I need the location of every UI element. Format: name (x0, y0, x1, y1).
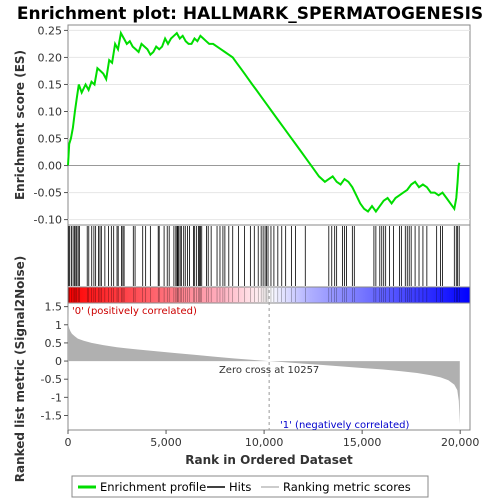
ranking-metric-area (68, 304, 460, 425)
es-panel-frame (67, 24, 471, 226)
chart-title: Enrichment plot: HALLMARK_SPERMATOGENESI… (17, 4, 483, 24)
es-y-tick-label: -0.05 (34, 187, 62, 200)
zero-cross-label: Zero cross at 10257 (219, 365, 319, 376)
metric-y-tick-label: -0.5 (41, 373, 62, 386)
rank-bar-hit-marks (68, 288, 460, 302)
es-y-tick-label: 0.10 (38, 105, 63, 118)
es-y-axis-label: Enrichment score (ES) (13, 50, 27, 200)
metric-y-tick-label: 1.5 (45, 301, 63, 314)
x-tick-label: 15,000 (343, 436, 382, 449)
legend-enrichment-label: Enrichment profile (100, 480, 206, 494)
legend-hits-label: Hits (229, 480, 251, 494)
es-y-tick-label: 0.20 (38, 51, 63, 64)
metric-y-tick-label: 0 (55, 355, 62, 368)
rank-color-bar (67, 286, 471, 304)
x-tick-label: 5,000 (150, 436, 182, 449)
hits-marks (68, 226, 460, 286)
metric-y-tick-label: -1 (51, 391, 62, 404)
es-y-tick-label: 0.00 (38, 160, 63, 173)
x-tick-label: 20,000 (441, 436, 480, 449)
legend-box (71, 475, 429, 498)
x-tick-label: 0 (65, 436, 72, 449)
metric-y-tick-label: 1 (55, 319, 62, 332)
x-ticks: 0 5,000 10,000 15,000 20,000 (65, 430, 480, 449)
es-y-tick-label: 0.05 (38, 133, 63, 146)
legend-metric-label: Ranking metric scores (283, 480, 411, 494)
metric-y-ticks: -1.5 -1 -0.5 0 0.5 1 1.5 (41, 301, 68, 422)
x-tick-label: 10,000 (245, 436, 284, 449)
metric-y-tick-label: -1.5 (41, 409, 62, 422)
hits-panel-frame (67, 224, 471, 288)
enrichment-profile-line (67, 30, 461, 214)
es-y-ticks: -0.10 -0.05 0.00 0.05 0.10 0.15 0.20 0.25 (34, 24, 68, 227)
es-y-tick-label: 0.25 (38, 24, 63, 37)
es-y-tick-label: -0.10 (34, 214, 62, 227)
es-y-tick-label: 0.15 (38, 78, 63, 91)
metric-y-tick-label: 0.5 (45, 337, 63, 350)
metric-y-axis-label: Ranked list metric (Signal2Noise) (13, 256, 27, 483)
positive-correlation-label: '0' (positively correlated) (72, 306, 197, 317)
x-axis-label: Rank in Ordered Dataset (185, 453, 353, 467)
negative-correlation-label: '1' (negatively correlated) (280, 420, 409, 431)
